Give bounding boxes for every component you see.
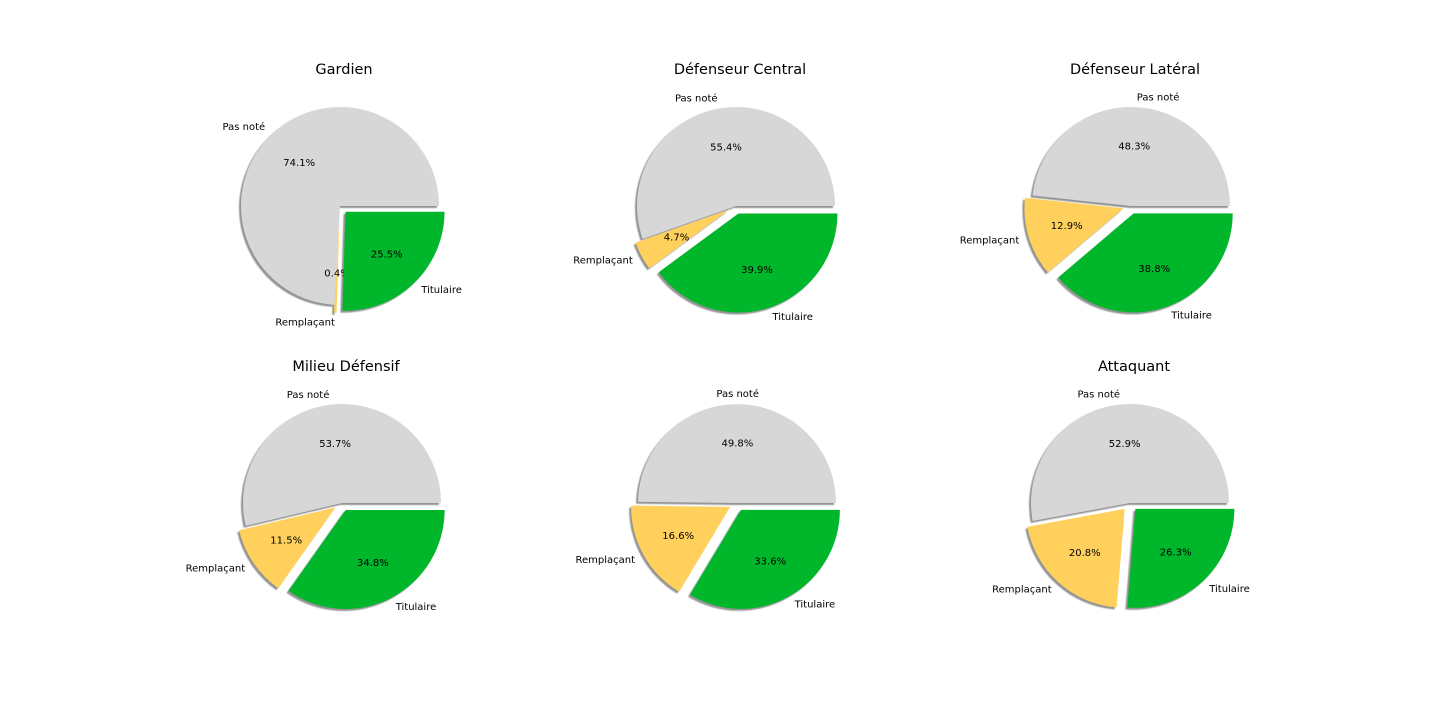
pie-slice-rempla-ant bbox=[334, 213, 340, 313]
slice-percentage: 16.6% bbox=[662, 531, 694, 542]
slice-percentage: 49.8% bbox=[722, 439, 754, 450]
pie-chart-1: Gardien Pas noté 74.1% Remplaçant 0.4% Titula… bbox=[223, 62, 462, 329]
slice-label: Titulaire bbox=[771, 312, 813, 323]
chart-title: Attaquant bbox=[1098, 359, 1170, 375]
slice-label: Titulaire bbox=[420, 285, 462, 296]
slice-percentage: 12.9% bbox=[1051, 221, 1083, 232]
slice-label: Pas noté bbox=[1137, 91, 1180, 103]
slice-label: Remplaçant bbox=[186, 563, 246, 574]
slice-percentage: 25.5% bbox=[371, 249, 403, 260]
slice-percentage: 48.3% bbox=[1118, 142, 1150, 153]
pie-chart-2: Défenseur Central Pas noté 55.4% Remplaçant… bbox=[573, 62, 838, 323]
pie-slice-titulaire bbox=[342, 211, 445, 311]
slice-percentage: 38.8% bbox=[1138, 264, 1170, 275]
pie-slice-pas-not- bbox=[241, 106, 440, 305]
pie-chart-4: Milieu Défensif Pas noté 53.7% Remplaçant 11… bbox=[186, 359, 445, 613]
pie-chart-3: Défenseur Latéral Pas noté 48.3% Remplaçant… bbox=[960, 62, 1233, 322]
pie-slice-rempla-ant bbox=[631, 505, 731, 592]
slice-label: Remplaçant bbox=[275, 318, 335, 329]
slice-label: Titulaire bbox=[395, 602, 437, 613]
slice-label: Titulaire bbox=[1170, 311, 1212, 322]
slice-label: Pas noté bbox=[716, 388, 759, 400]
chart-title: Défenseur Latéral bbox=[1070, 62, 1200, 78]
slice-percentage: 4.7% bbox=[664, 233, 689, 244]
pie-chart-5: Pas noté 49.8% Remplaçant 16.6% Titulaire 33.… bbox=[575, 388, 840, 611]
pie-slice-pas-not- bbox=[1031, 403, 1229, 521]
pie-slice-pas-not- bbox=[1032, 106, 1231, 206]
pie-slice-titulaire bbox=[658, 213, 838, 313]
slice-percentage: 53.7% bbox=[319, 439, 351, 450]
pie-slice-rempla-ant bbox=[239, 507, 336, 589]
slice-label: Pas noté bbox=[287, 389, 330, 401]
pie-slice-pas-not- bbox=[243, 404, 441, 526]
pie-slice-rempla-ant bbox=[1024, 197, 1124, 273]
slice-label: Pas noté bbox=[675, 93, 718, 105]
slice-percentage: 26.3% bbox=[1160, 548, 1192, 559]
slice-label: Remplaçant bbox=[960, 235, 1020, 246]
chart-title: Milieu Défensif bbox=[292, 359, 400, 375]
chart-title: Défenseur Central bbox=[674, 62, 806, 78]
slice-percentage: 0.4% bbox=[324, 268, 349, 279]
slice-percentage: 11.5% bbox=[270, 536, 302, 547]
chart-title: Gardien bbox=[315, 62, 372, 78]
slice-label: Titulaire bbox=[1208, 584, 1250, 595]
pie-slice-rempla-ant bbox=[635, 209, 730, 269]
slice-percentage: 52.9% bbox=[1109, 439, 1141, 450]
pie-slice-titulaire bbox=[689, 509, 840, 609]
pie-slice-pas-not- bbox=[637, 107, 835, 239]
slice-percentage: 74.1% bbox=[283, 158, 315, 169]
slice-percentage: 20.8% bbox=[1069, 548, 1101, 559]
pie-chart-6: Attaquant Pas noté 52.9% Remplaçant 20.8% Tit… bbox=[992, 359, 1250, 610]
pie-slice-rempla-ant bbox=[1027, 508, 1125, 608]
slice-label: Remplaçant bbox=[575, 555, 635, 566]
slice-percentage: 34.8% bbox=[357, 558, 389, 569]
slice-percentage: 39.9% bbox=[741, 265, 773, 276]
pie-slice-titulaire bbox=[1127, 508, 1235, 608]
pie-slice-titulaire bbox=[1058, 213, 1233, 313]
slice-label: Remplaçant bbox=[573, 256, 633, 267]
slice-percentage: 55.4% bbox=[710, 143, 742, 154]
slice-label: Pas noté bbox=[1077, 389, 1120, 401]
slice-percentage: 33.6% bbox=[754, 557, 786, 568]
slice-label: Remplaçant bbox=[992, 585, 1052, 596]
pie-slice-pas-not- bbox=[638, 404, 836, 503]
slice-label: Titulaire bbox=[794, 600, 836, 611]
slice-label: Pas noté bbox=[223, 121, 266, 133]
pie-slice-titulaire bbox=[288, 510, 445, 610]
